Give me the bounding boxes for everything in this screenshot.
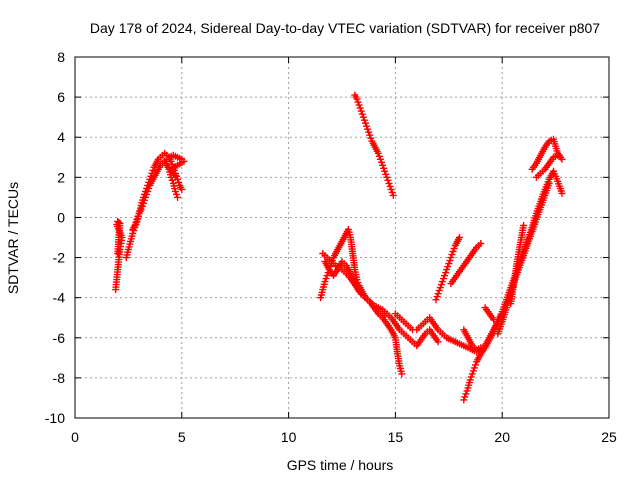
data-point-marker [472,361,479,369]
y-tick-label: -2 [53,250,66,266]
data-point-marker [389,191,397,199]
data-point-marker [398,370,406,378]
data-point-marker [175,178,183,186]
data-point-marker [456,234,463,241]
data-point-marker [558,189,566,197]
y-tick-label: 2 [57,169,65,185]
data-point-marker [357,107,365,115]
data-point-marker [554,151,562,159]
data-point-marker [381,312,389,320]
data-point-marker [477,240,485,247]
data-point-marker [447,254,455,262]
x-tick-labels: 0 5 10 15 20 25 [71,429,617,445]
x-tick-label: 15 [388,429,404,445]
x-tick-label: 0 [71,429,79,445]
data-point-marker [114,250,122,257]
y-tick-labels: -10 -8 -6 -4 -2 0 2 4 6 8 [45,49,65,426]
data-point-marker [545,179,553,187]
x-tick-label: 25 [601,429,617,445]
x-axis-label: GPS time / hours [287,457,394,473]
y-tick-label: 8 [57,49,65,65]
data-point-marker [174,193,181,201]
plot-frame [74,56,610,419]
y-tick-label: 4 [57,129,65,145]
y-tick-label: -4 [53,290,66,306]
y-tick-label: -8 [53,370,66,386]
x-tick-label: 10 [281,429,297,445]
data-point-marker [132,219,140,226]
data-point-marker [168,176,176,184]
y-tick-label: 6 [57,89,65,105]
y-tick-label: 0 [57,209,65,225]
x-tick-label: 20 [494,429,510,445]
y-tick-label: -10 [45,410,65,426]
data-point-marker [434,290,442,298]
data-point-marker [171,171,179,179]
chart-title: Day 178 of 2024, Sidereal Day-to-day VTE… [90,20,600,36]
data-point-marker [384,176,392,184]
axis-ticks [74,56,610,419]
x-tick-label: 5 [178,429,186,445]
data-marks [112,91,566,404]
data-point-marker [178,185,186,193]
y-tick-label: -6 [53,330,66,346]
data-point-marker [520,222,528,229]
data-point-marker [558,155,566,163]
data-point-marker [434,338,442,346]
y-axis-label: SDTVAR / TECUs [5,182,21,294]
